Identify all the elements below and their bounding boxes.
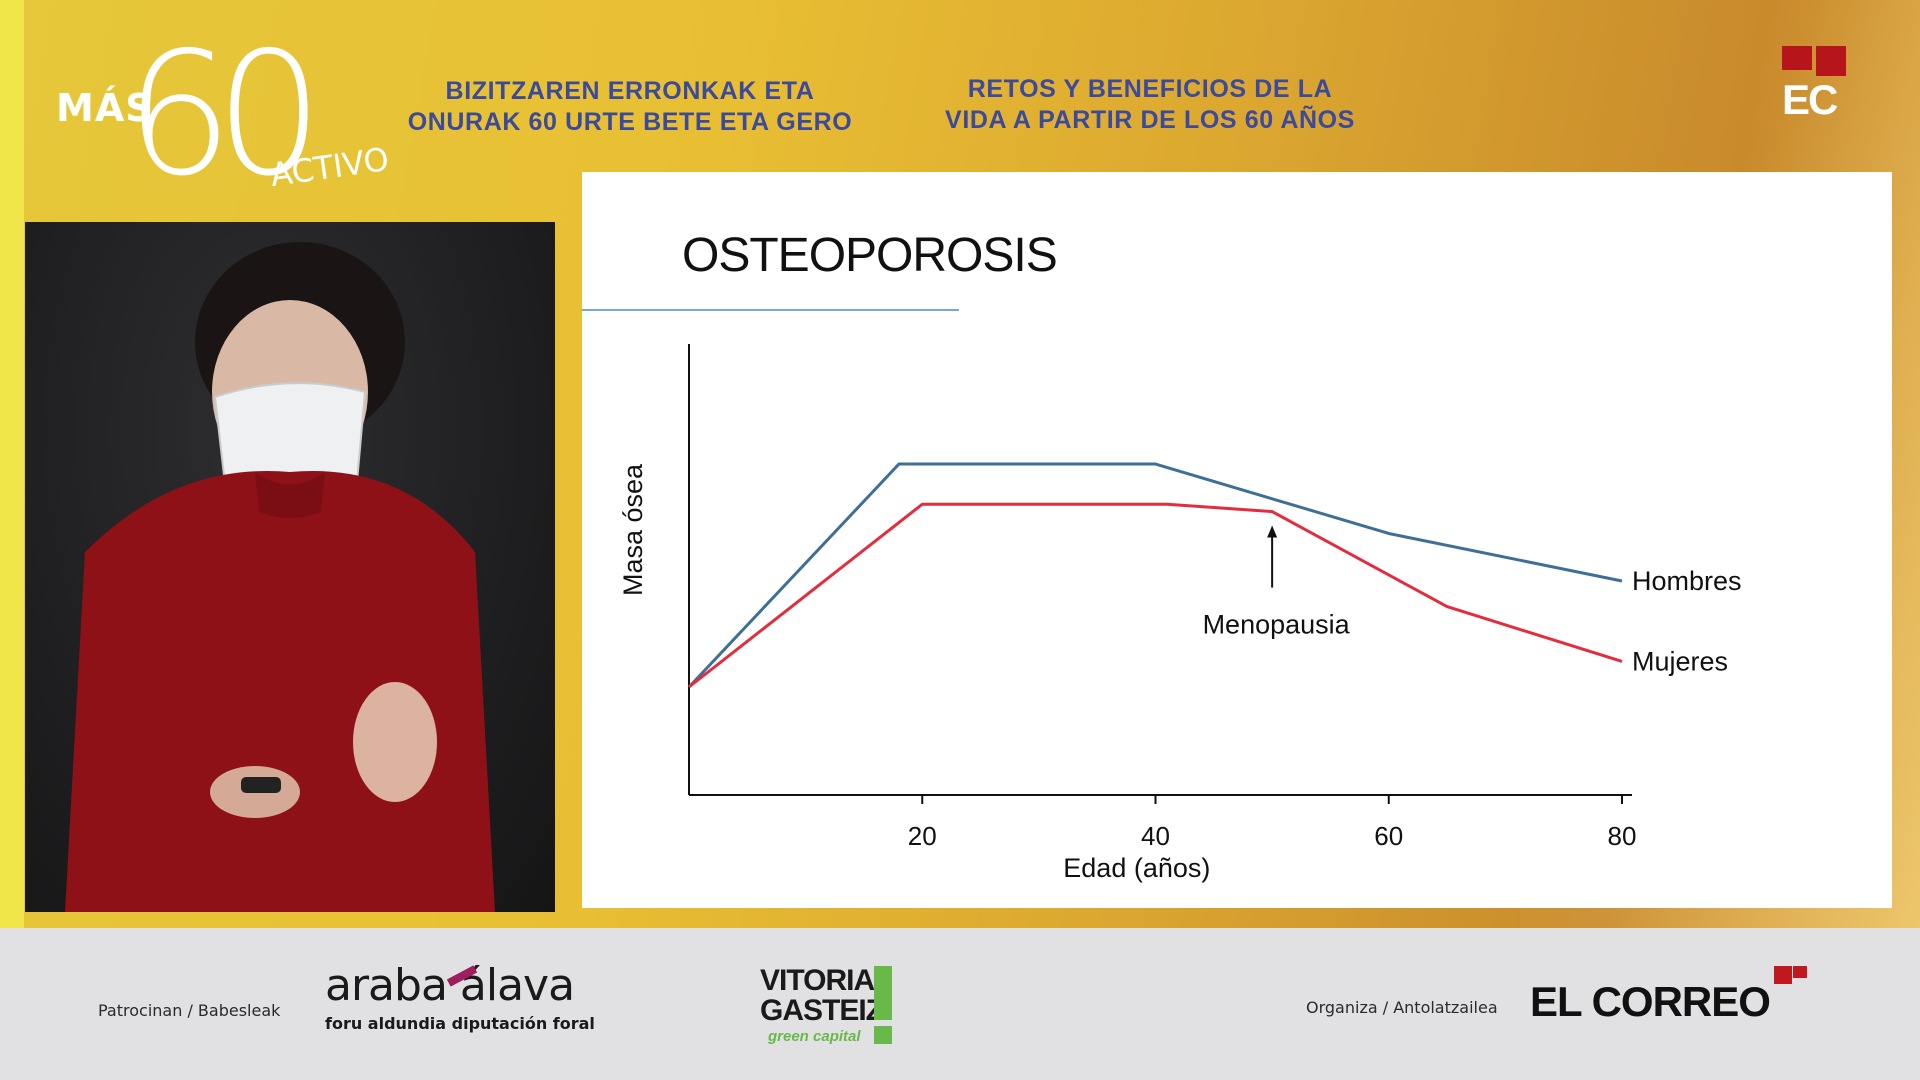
series-label-mujeres: Mujeres [1632, 646, 1728, 676]
x-tick-label-40: 40 [1141, 821, 1170, 851]
el-correo-ec-logo: EC [1782, 46, 1848, 123]
araba-alava-logo-subtitle: foru aldundia diputación foral [325, 1014, 595, 1033]
x-tick-label-20: 20 [908, 821, 937, 851]
vitoria-green-capital-tagline: green capital [768, 1028, 861, 1045]
series-line-hombres [687, 462, 1623, 689]
headline-basque-line1: BIZITZAREN ERRONKAK ETA [445, 77, 815, 105]
vitoria-exclamation-dot [874, 1026, 892, 1044]
x-tick-label-60: 60 [1374, 821, 1403, 851]
presenter-hand-right [353, 682, 437, 802]
presenter-blouse [65, 471, 495, 912]
mas-60-activo-logo: MÁS 60 ACTIVO [50, 30, 410, 200]
ec-red-square-left [1782, 46, 1812, 70]
vitoria-gasteiz-logo: VITORIA GASTEIZ [760, 964, 884, 1027]
yellow-edge-strip [0, 0, 24, 928]
el-correo-logo: EL CORREO [1530, 978, 1771, 1025]
el-correo-red-square-large [1774, 966, 1792, 984]
headline-spanish-line2: VIDA A PARTIR DE LOS 60 AÑOS [945, 106, 1355, 134]
annotation-menopausia: Menopausia [1203, 610, 1351, 640]
sponsor-band [0, 928, 1920, 1080]
logo-mas-text: MÁS [56, 86, 154, 130]
vitoria-line2: GASTEIZ [760, 994, 884, 1027]
blouse-collar [255, 472, 325, 518]
vitoria-line1: VITORIA [760, 964, 875, 997]
annotation-arrow-head [1267, 525, 1278, 538]
y-axis-label: Masa ósea [618, 463, 648, 596]
headline-basque-line2: ONURAK 60 URTE BETE ETA GERO [407, 108, 853, 136]
headline-spanish-line1: RETOS Y BENEFICIOS DE LA [967, 75, 1333, 103]
presenter-silhouette [65, 242, 495, 912]
logo-60-text: 60 [125, 16, 323, 214]
series-label-hombres: Hombres [1632, 566, 1742, 596]
x-tick-label-80: 80 [1608, 821, 1637, 851]
headline-basque: BIZITZAREN ERRONKAK ETA ONURAK 60 URTE B… [400, 76, 860, 138]
el-correo-red-square-small [1793, 966, 1807, 978]
x-axis-label: Edad (años) [1063, 853, 1210, 883]
organiza-label: Organiza / Antolatzailea [1306, 998, 1498, 1017]
presenter-video [25, 222, 555, 912]
vitoria-exclamation-bar [874, 966, 892, 1020]
slide-title-underline [582, 309, 959, 311]
presentation-clicker [241, 777, 281, 793]
osteoporosis-chart: 20 40 60 80 Edad (años) Masa ósea Hombres Mujer… [618, 344, 1742, 883]
ec-logo-text: EC [1782, 76, 1838, 123]
patrocinan-label: Patrocinan / Babesleak [98, 1001, 281, 1020]
ec-red-square-right [1816, 46, 1846, 76]
presentation-slide: OSTEOPOROSIS 20 40 60 80 Edad (años) Masa óse… [582, 172, 1892, 908]
headline-spanish: RETOS Y BENEFICIOS DE LA VIDA A PARTIR D… [910, 74, 1390, 136]
slide-title: OSTEOPOROSIS [682, 229, 1058, 282]
series-line-mujeres [688, 502, 1623, 689]
